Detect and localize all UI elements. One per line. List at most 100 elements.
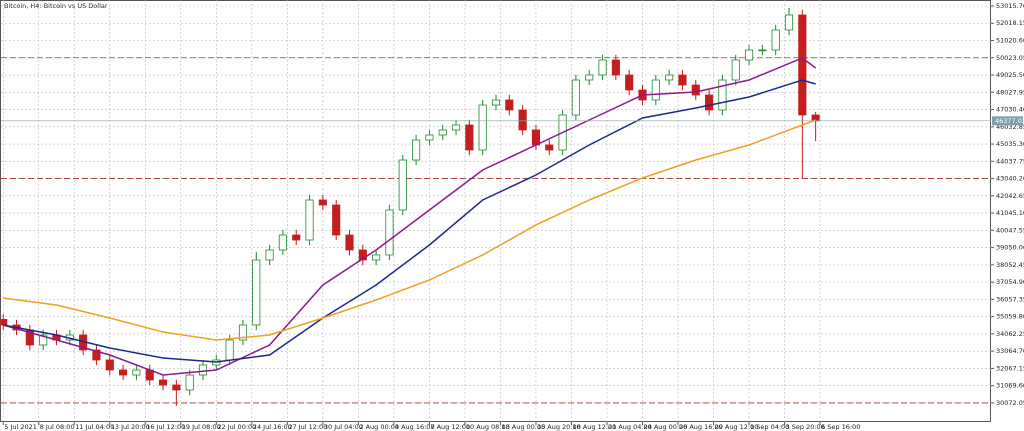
bid-box: [992, 116, 1023, 126]
candle-body: [185, 374, 194, 391]
x-tick-label: 3 Sep 20:00: [786, 423, 825, 431]
x-tick-label: 10 Aug 08:00: [466, 423, 510, 431]
candle-body: [491, 99, 501, 106]
candle-body: [172, 384, 181, 391]
chart-title: Bitcoin, H4: Bitcoin vs US Dollar: [4, 2, 108, 10]
x-tick-label: 6 Sep 16:00: [821, 423, 860, 431]
candle-body: [318, 199, 327, 206]
x-tick-label: 24 Jul 16:00: [253, 423, 292, 431]
moving-average: [3, 119, 816, 341]
candle-body: [398, 159, 407, 211]
x-tick-label: 30 Jul 04:00: [324, 423, 363, 431]
candle-body: [731, 59, 740, 81]
x-tick-label: 21 Aug 04:00: [608, 423, 652, 431]
candle-body: [758, 49, 767, 52]
y-tick-label: 41045.10: [996, 209, 1024, 217]
candle-body: [718, 79, 727, 111]
x-tick-label: 16 Jul 12:00: [146, 423, 185, 431]
plot-frame: [0, 0, 991, 422]
candle-body: [385, 209, 394, 256]
x-tick-label: 26 Aug 16:00: [679, 423, 723, 431]
candle-body: [438, 129, 447, 136]
candle-body: [265, 249, 274, 261]
x-tick-label: 19 Jul 08:00: [182, 423, 221, 431]
moving-average: [3, 57, 817, 376]
candle-body: [625, 74, 634, 91]
y-tick-label: 39050.00: [996, 244, 1024, 252]
x-tick-label: 15 Aug 20:00: [537, 423, 581, 431]
candle-body: [39, 334, 48, 346]
y-tick-label: 53015.70: [996, 2, 1024, 10]
candle-body: [132, 369, 141, 376]
y-tick-label: 35059.80: [996, 313, 1024, 321]
candle-body: [705, 94, 714, 111]
candle-body: [198, 364, 208, 376]
candle-body: [345, 234, 354, 251]
candle-body: [771, 29, 780, 51]
candle-body: [651, 79, 660, 101]
y-tick-label: 34062.25: [996, 330, 1024, 338]
y-tick-label: 32067.15: [996, 364, 1024, 372]
candle-body: [119, 369, 128, 376]
y-tick-label: 43040.20: [996, 175, 1024, 183]
y-tick-label: 33064.70: [996, 347, 1024, 355]
y-tick-label: 30072.05: [996, 399, 1024, 407]
candle-body: [478, 104, 487, 151]
candle-body: [425, 134, 434, 141]
y-tick-label: 51020.60: [996, 37, 1024, 45]
y-tick-label: 44037.75: [996, 157, 1024, 165]
y-tick-label: 42042.65: [996, 192, 1024, 200]
candle-body: [372, 254, 381, 261]
candle-body: [611, 59, 620, 76]
candle-body: [585, 74, 594, 81]
candle-body: [505, 99, 514, 111]
y-tick-label: 36057.35: [996, 295, 1024, 303]
candle-body: [252, 259, 261, 326]
x-tick-label: 2 Aug 00:00: [359, 423, 399, 431]
candle-body: [691, 84, 700, 96]
candle-body: [518, 109, 527, 131]
y-tick-label: 31069.60: [996, 382, 1024, 390]
candle-body: [811, 114, 820, 122]
x-tick-label: 18 Aug 12:00: [572, 423, 616, 431]
x-tick-label: 29 Aug 12:00: [715, 423, 759, 431]
y-tick-label: 52018.15: [996, 19, 1024, 27]
x-tick-label: 8 Jul 08:00: [40, 423, 75, 431]
candle-body: [678, 74, 687, 86]
x-tick-label: 27 Jul 12:00: [288, 423, 327, 431]
y-tick-label: 46032.85: [996, 123, 1024, 131]
y-tick-label: 49025.50: [996, 71, 1024, 79]
x-tick-label: 13 Aug 00:00: [501, 423, 545, 431]
candle-body: [531, 129, 541, 146]
y-tick-label: 48027.95: [996, 88, 1024, 96]
candle-body: [358, 249, 367, 261]
y-tick-label: 37054.90: [996, 278, 1024, 286]
x-tick-label: 24 Aug 00:00: [644, 423, 688, 431]
x-tick-label: 5 Jul 2021: [4, 423, 37, 431]
candle-body: [784, 14, 794, 31]
candle-body: [798, 14, 807, 116]
candle-body: [451, 124, 461, 131]
candle-body: [105, 359, 114, 371]
candle-body: [332, 204, 341, 236]
candle-body: [0, 319, 8, 326]
x-tick-label: 1 Sep 04:00: [750, 423, 789, 431]
x-tick-label: 11 Jul 04:00: [75, 423, 114, 431]
y-tick-label: 50023.05: [996, 54, 1024, 62]
candle-body: [545, 144, 554, 151]
moving-average: [3, 79, 816, 363]
candle-body: [158, 379, 168, 386]
candle-body: [412, 139, 421, 161]
candle-body: [92, 349, 101, 361]
candle-body: [225, 339, 234, 361]
candle-body: [571, 79, 580, 116]
candle-body: [305, 199, 314, 241]
candle-body: [665, 74, 674, 81]
x-tick-label: 13 Jul 20:00: [111, 423, 150, 431]
y-tick-label: 40047.55: [996, 226, 1024, 234]
candle-body: [598, 59, 607, 76]
x-tick-label: 7 Aug 12:00: [430, 423, 470, 431]
candle-body: [292, 234, 301, 241]
y-tick-label: 45035.30: [996, 140, 1024, 148]
